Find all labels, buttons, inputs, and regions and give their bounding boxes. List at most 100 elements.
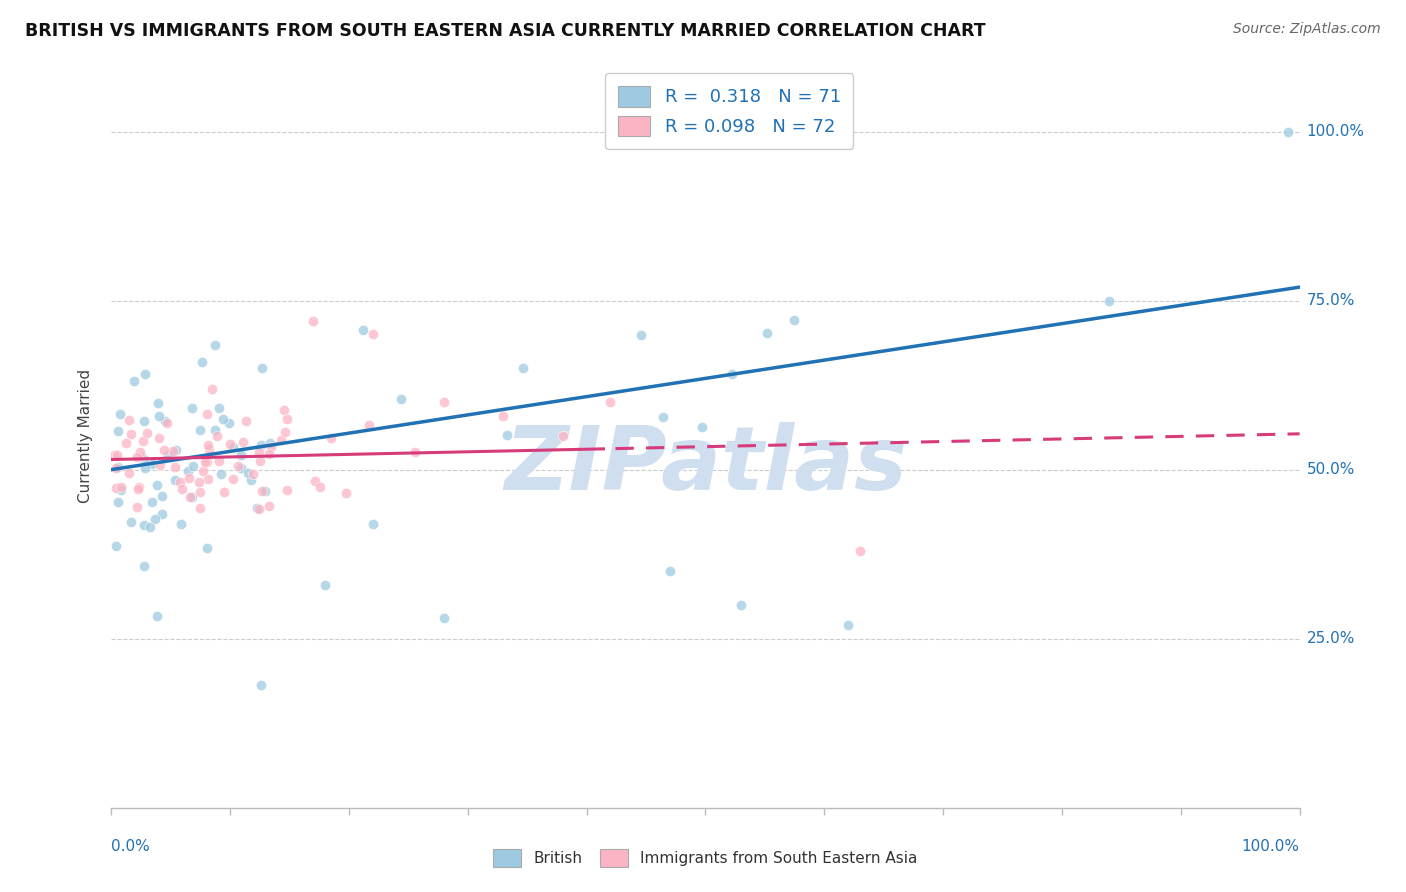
Point [197,471,219,485]
Point [314,577,336,591]
Point [208,454,231,468]
Point [651,410,673,425]
Point [218,417,240,431]
Point [1098,293,1121,308]
Point [690,419,713,434]
Point [250,361,273,376]
Point [246,501,269,516]
Point [492,409,515,423]
Point [122,374,145,388]
Point [150,489,173,503]
Point [135,426,157,441]
Point [195,541,218,555]
Text: Source: ZipAtlas.com: Source: ZipAtlas.com [1233,22,1381,37]
Point [197,438,219,452]
Point [165,442,187,457]
Point [118,466,141,480]
Point [730,598,752,612]
Point [165,460,187,475]
Point [127,500,149,514]
Point [204,423,226,437]
Point [105,448,128,462]
Point [721,367,744,381]
Text: ZIPatlas: ZIPatlas [503,422,907,509]
Point [177,464,200,478]
Point [107,495,129,509]
Point [319,431,342,445]
Point [180,490,202,504]
Point [146,609,169,624]
Point [107,460,129,475]
Point [188,501,211,516]
Point [153,443,176,458]
Point [105,481,128,495]
Point [120,515,142,529]
Point [188,423,211,437]
Point [837,618,859,632]
Point [254,483,277,498]
Point [512,361,534,376]
Point [249,678,271,692]
Point [222,472,245,486]
Point [270,434,292,448]
Point [141,457,163,471]
Point [302,314,325,328]
Point [103,449,125,463]
Point [104,461,127,475]
Point [197,442,219,456]
Point [242,467,264,482]
Point [630,328,652,343]
Point [1277,125,1299,139]
Point [214,484,236,499]
Point [276,412,298,426]
Point [433,395,456,409]
Point [259,435,281,450]
Point [195,455,218,469]
Point [156,416,179,430]
Point [128,480,150,494]
Point [260,440,283,454]
Point [181,459,204,474]
Point [132,414,155,428]
Point [162,444,184,458]
Point [194,455,217,469]
Point [250,437,273,451]
Point [335,485,357,500]
Point [108,407,131,421]
Point [179,490,201,504]
Point [193,464,215,478]
Point [143,512,166,526]
Point [247,501,270,516]
Point [188,484,211,499]
Point [433,611,456,625]
Point [782,312,804,326]
Point [177,471,200,485]
Point [195,407,218,421]
Point [209,467,232,482]
Point [250,484,273,499]
Point [357,417,380,432]
Point [115,435,138,450]
Point [352,323,374,337]
Point [153,414,176,428]
Point [247,445,270,459]
Text: 100.0%: 100.0% [1306,124,1365,139]
Point [249,454,271,468]
Point [236,466,259,480]
Point [201,383,224,397]
Point [148,431,170,445]
Point [207,401,229,416]
Point [134,461,156,475]
Point [205,428,228,442]
Point [141,494,163,508]
Point [139,520,162,534]
Point [361,327,384,342]
Point [105,539,128,553]
Point [120,426,142,441]
Point [599,395,621,409]
Text: 100.0%: 100.0% [1241,838,1299,854]
Text: 50.0%: 50.0% [1306,462,1355,477]
Point [211,412,233,426]
Point [165,473,187,487]
Point [134,452,156,467]
